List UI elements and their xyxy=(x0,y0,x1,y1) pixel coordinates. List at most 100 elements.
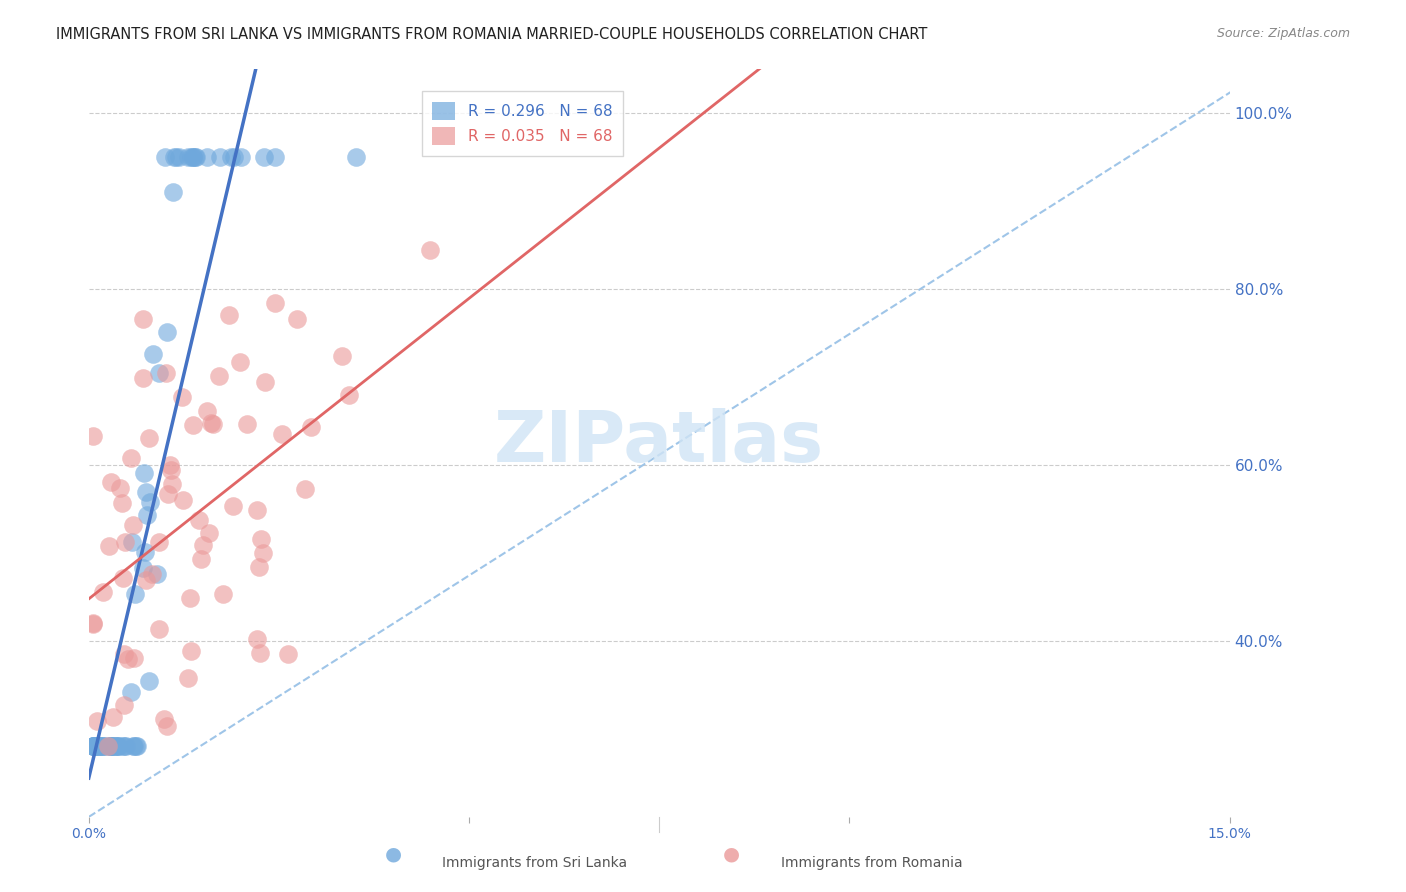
Point xyxy=(153,150,176,164)
Point xyxy=(114,739,136,754)
Point xyxy=(83,739,105,754)
Point xyxy=(132,466,155,480)
Point xyxy=(287,312,309,326)
Point xyxy=(121,517,143,532)
Point xyxy=(253,150,276,164)
Point xyxy=(83,739,105,754)
Point xyxy=(135,574,157,588)
Point xyxy=(82,429,104,443)
Point xyxy=(111,496,134,510)
Point xyxy=(184,150,207,164)
Point xyxy=(82,617,104,632)
Point xyxy=(101,739,124,754)
Point xyxy=(112,647,135,661)
Point xyxy=(104,739,127,754)
Point xyxy=(93,739,115,754)
Point xyxy=(82,615,104,630)
Point xyxy=(104,739,127,754)
Point xyxy=(112,739,135,754)
Point xyxy=(219,150,242,164)
Point xyxy=(98,739,121,754)
Point xyxy=(190,552,212,566)
Point xyxy=(82,739,104,754)
Point xyxy=(159,458,181,472)
Point xyxy=(181,418,204,433)
Point xyxy=(270,427,292,442)
Point xyxy=(97,739,120,754)
Point xyxy=(136,508,159,522)
Point xyxy=(229,355,252,369)
Point xyxy=(222,499,245,513)
Point xyxy=(132,560,155,574)
Point xyxy=(134,545,156,559)
Point xyxy=(155,366,177,380)
Point xyxy=(132,371,155,385)
Point xyxy=(98,739,121,754)
Point xyxy=(124,651,146,665)
Point xyxy=(139,494,162,508)
Point xyxy=(86,714,108,728)
Point xyxy=(83,739,105,754)
Point xyxy=(148,623,170,637)
Point xyxy=(177,150,200,164)
Point xyxy=(100,739,122,754)
Point xyxy=(179,591,201,605)
Point xyxy=(181,150,204,164)
Point xyxy=(167,150,190,164)
Point xyxy=(112,739,135,754)
Point xyxy=(107,739,129,754)
Point xyxy=(135,484,157,499)
Point xyxy=(344,150,367,164)
Point xyxy=(299,420,322,434)
Point xyxy=(111,571,134,585)
Point xyxy=(212,587,235,601)
Point xyxy=(132,312,155,326)
Point xyxy=(114,698,136,713)
Text: ●: ● xyxy=(385,845,402,863)
Point xyxy=(245,503,267,517)
Point xyxy=(89,739,111,754)
Point xyxy=(103,710,125,724)
Point xyxy=(208,150,231,164)
Point xyxy=(91,739,114,754)
Point xyxy=(183,150,205,164)
Point xyxy=(160,476,183,491)
Point xyxy=(108,481,131,495)
Point xyxy=(152,712,174,726)
Point xyxy=(207,368,229,383)
Point xyxy=(177,671,200,685)
Point xyxy=(236,417,259,432)
Point xyxy=(125,739,148,754)
Point xyxy=(180,643,202,657)
Point xyxy=(87,739,110,754)
Point xyxy=(165,150,187,164)
Point xyxy=(142,347,165,361)
Point xyxy=(146,566,169,581)
Point xyxy=(101,739,124,754)
Point xyxy=(252,546,274,560)
Point xyxy=(180,150,202,164)
Point xyxy=(84,739,107,754)
Point xyxy=(249,646,271,660)
Point xyxy=(125,739,148,754)
Point xyxy=(294,483,316,497)
Point xyxy=(157,487,180,501)
Point xyxy=(162,186,184,200)
Text: Immigrants from Sri Lanka: Immigrants from Sri Lanka xyxy=(441,855,627,870)
Point xyxy=(138,673,160,688)
Point xyxy=(253,375,276,389)
Point xyxy=(197,404,219,418)
Point xyxy=(96,739,118,754)
Point xyxy=(337,388,360,402)
Point xyxy=(87,739,110,754)
Point xyxy=(250,533,273,547)
Point xyxy=(114,535,136,549)
Point xyxy=(117,652,139,666)
Point xyxy=(148,366,170,380)
Point xyxy=(160,463,183,477)
Point xyxy=(155,326,177,340)
Point xyxy=(100,739,122,754)
Point xyxy=(121,534,143,549)
Text: Source: ZipAtlas.com: Source: ZipAtlas.com xyxy=(1216,27,1350,40)
Legend: R = 0.296   N = 68, R = 0.035   N = 68: R = 0.296 N = 68, R = 0.035 N = 68 xyxy=(422,91,623,156)
